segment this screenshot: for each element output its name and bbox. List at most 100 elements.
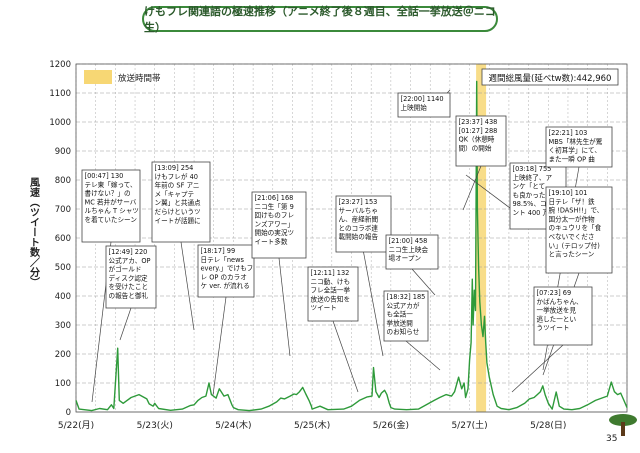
plot-frame — [75, 63, 628, 413]
annotation-line: [00:47] 130 — [85, 172, 124, 180]
annotation-line: [18:32] 185 — [387, 293, 426, 301]
annotation: [12:49] 220公式アカ、OPがゴールドディスク認定を受けたことの報告と御… — [105, 245, 157, 341]
annotation-line: [23:27] 153 — [339, 198, 378, 206]
annotation-line: ルちゃん T シャツ — [85, 207, 139, 215]
annotation-line: がゴールド — [109, 265, 142, 274]
annotation-line: [19:10] 101 — [549, 189, 588, 197]
annotation-line: [21:00] 458 — [389, 237, 428, 245]
annotation-line: 一挙放送を見 — [537, 306, 577, 315]
annotation-box — [335, 195, 392, 253]
annotation-line: かばんちゃん、 — [537, 297, 583, 306]
annotation-line: テレ東「嫁って、 — [85, 180, 137, 189]
annotation-line: MBS「林先生が驚 — [549, 137, 603, 146]
annotation-line: サーバルちゃ — [339, 207, 379, 215]
annotation-line: 挙放送開 — [387, 318, 414, 327]
annotation-line: [12:11] 132 — [311, 269, 350, 277]
annotation-box — [151, 161, 211, 243]
annotation-leader — [363, 251, 384, 357]
x-tick-label: 5/25(木) — [294, 419, 330, 431]
weekly-total-box — [481, 68, 619, 86]
weekly-total-label: 週間総風量(延べtw数):442,960 — [489, 73, 612, 84]
annotation-line: 開始の実況ツ — [255, 228, 295, 237]
annotation-leader — [405, 340, 441, 371]
y-tick-label: 1200 — [49, 60, 71, 70]
annotation-line: 載開始の報告 — [339, 232, 379, 241]
annotation-leader — [332, 320, 359, 393]
annotation-line: フレ全話一挙 — [311, 286, 351, 295]
annotation-line: 書けない？」の — [85, 189, 131, 198]
annotation-line: [12:49] 220 — [109, 248, 148, 256]
annotation-line: も良かった」 — [513, 190, 553, 199]
annotation-line: のお知らせ — [387, 327, 420, 336]
annotation-line: [21:06] 168 — [255, 194, 294, 202]
x-tick-label: 5/23(火) — [137, 420, 173, 431]
annotation-line: だらけというツ — [155, 208, 201, 216]
chart-title: けもフレ関連語の極速推移（アニメ終了後８週目、全話一挙放送＠ニコ生） — [142, 5, 498, 34]
annotation-box — [105, 245, 157, 309]
annotation-line: のキュウリを「食 — [549, 223, 602, 232]
annotation-leader — [411, 268, 436, 296]
y-tick-label: 1000 — [49, 118, 71, 128]
annotation-box — [383, 290, 429, 342]
annotation-line: の報告と御礼 — [109, 291, 149, 300]
y-tick-label: 600 — [55, 234, 71, 244]
annotation-box — [545, 126, 613, 168]
annotation-box — [545, 186, 613, 274]
annotation-line: ん、産経新聞 — [339, 215, 379, 224]
annotation-line: [18:17] 99 — [201, 247, 236, 255]
annotation-line: ニコ生上映会 — [389, 245, 429, 254]
annotation-line: イートが話題に — [155, 216, 201, 225]
x-tick-label: 5/22(月) — [58, 420, 94, 431]
annotation-leader — [180, 241, 195, 331]
y-tick-label: 1100 — [49, 89, 71, 99]
annotation-line: く初耳学」にて、 — [549, 146, 601, 155]
annotation-line: every.」でけもフ — [201, 265, 254, 273]
annotation-line: [03:18] 755 — [513, 165, 552, 173]
annotation-line: 年前の SF アニ — [155, 181, 200, 190]
annotation-line: また一瞬 OP 曲 — [549, 154, 595, 163]
y-tick-label: 100 — [55, 379, 71, 389]
annotation-box — [397, 92, 451, 118]
x-tick-label: 5/28(日) — [530, 420, 566, 431]
annotation-line: [23:37] 438 — [459, 118, 498, 126]
legend-label: 放送時間帯 — [118, 73, 161, 84]
annotation-line: とのコラボ連 — [339, 223, 379, 232]
annotation-line: ケ ver. が流れる — [201, 281, 250, 290]
annotation-line: 放送の告知を — [311, 294, 351, 303]
annotation-line: [01:27] 288 — [459, 127, 498, 135]
annotation-line: ツイート — [311, 304, 337, 312]
annotation-line: 公式アカが — [387, 301, 420, 310]
annotation-line: [07:23] 69 — [537, 289, 572, 297]
annotation-line: を着ていたシーン — [85, 215, 138, 224]
series-line — [75, 80, 628, 412]
annotation-leader — [212, 296, 227, 396]
annotation-line: い」(テロップ付) — [549, 241, 600, 250]
annotation-line: と言ったシーン — [549, 250, 595, 259]
tree-icon — [609, 414, 637, 436]
annotation-box — [251, 191, 307, 259]
y-tick-label: 800 — [55, 176, 71, 186]
annotation-line: 98.5%、コメ — [513, 200, 554, 208]
annotation-line: ンケ「とて — [513, 183, 546, 191]
annotation-line: べないでくださ — [549, 233, 595, 241]
x-tick-label: 5/26(金) — [373, 419, 409, 431]
annotation-line: [22:21] 103 — [549, 129, 588, 137]
annotation-line: ニコ生「第 9 — [255, 202, 294, 211]
y-tick-label: 900 — [55, 147, 71, 157]
annotation-line: も全話一 — [387, 310, 414, 319]
y-tick-label: 0 — [66, 408, 71, 418]
annotation-box — [533, 286, 593, 346]
